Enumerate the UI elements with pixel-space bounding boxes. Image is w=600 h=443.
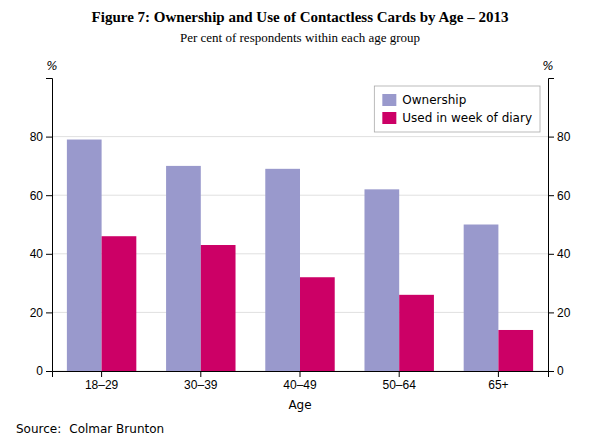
legend-item: Ownership bbox=[382, 93, 466, 107]
x-tick-mark bbox=[498, 371, 499, 377]
y2-tick-mark bbox=[548, 254, 554, 255]
y2-tick-label: 20 bbox=[557, 306, 571, 320]
y2-tick-mark bbox=[548, 137, 554, 138]
x-tick: 30–39 bbox=[184, 371, 218, 392]
grid bbox=[52, 137, 548, 371]
y-tick: 80 bbox=[30, 130, 52, 144]
y-tick: 0 bbox=[36, 364, 52, 378]
x-axis-line bbox=[53, 372, 549, 378]
subtitle: Per cent of respondents within each age … bbox=[180, 30, 420, 45]
y2-tick-label: 40 bbox=[557, 247, 571, 261]
y-tick-label: 40 bbox=[30, 247, 44, 261]
x-tick-label: 65+ bbox=[488, 378, 508, 392]
y2-tick: 40 bbox=[548, 247, 571, 261]
x-tick-label: 50–64 bbox=[383, 378, 417, 392]
bar bbox=[464, 225, 499, 372]
bar bbox=[399, 295, 434, 371]
x-tick-label: 40–49 bbox=[283, 378, 317, 392]
x-tick-mark bbox=[399, 371, 400, 377]
bar-series bbox=[102, 236, 534, 371]
legend-label: Used in week of diary bbox=[402, 111, 532, 125]
y2-axis-label: % bbox=[542, 59, 553, 73]
x-tick: 50–64 bbox=[383, 371, 417, 392]
bars bbox=[67, 140, 533, 371]
y-tick-mark bbox=[46, 254, 52, 255]
legend-swatch bbox=[382, 94, 396, 106]
y-tick-mark bbox=[46, 195, 52, 196]
x-tick-mark bbox=[101, 371, 102, 377]
x-tick: 18–29 bbox=[85, 371, 119, 392]
plot-area: 18–29 30–39 40–49 50–64 65+ 0 20 40 60 80 0 20 40 60 8… bbox=[30, 79, 571, 392]
bar bbox=[102, 236, 137, 371]
y-tick-mark bbox=[46, 137, 52, 138]
y2-axis-line bbox=[549, 79, 555, 372]
grid-line bbox=[52, 136, 548, 137]
y-axis: 0 20 40 60 80 bbox=[30, 79, 53, 379]
bar-series bbox=[67, 140, 499, 371]
y2-tick: 60 bbox=[548, 189, 571, 203]
y-tick-label: 20 bbox=[30, 306, 44, 320]
y2-tick-label: 80 bbox=[557, 130, 571, 144]
bar bbox=[166, 166, 201, 371]
y2-tick: 20 bbox=[548, 306, 571, 320]
x-axis: 18–29 30–39 40–49 50–64 65+ bbox=[53, 371, 549, 392]
x-tick-mark bbox=[200, 371, 201, 377]
y-tick-label: 60 bbox=[30, 189, 44, 203]
x-tick: 65+ bbox=[488, 371, 508, 392]
x-tick-label: 18–29 bbox=[85, 378, 119, 392]
legend: Ownership Used in week of diary bbox=[374, 86, 540, 132]
legend-item: Used in week of diary bbox=[382, 111, 532, 125]
y-axis-label: % bbox=[46, 59, 57, 73]
legend-items: Ownership Used in week of diary bbox=[382, 93, 532, 125]
y-tick-mark bbox=[46, 371, 52, 372]
x-tick: 40–49 bbox=[283, 371, 317, 392]
x-tick-label: 30–39 bbox=[184, 378, 218, 392]
y-tick-label: 0 bbox=[36, 364, 43, 378]
bar bbox=[364, 189, 399, 371]
y-tick: 20 bbox=[30, 306, 52, 320]
legend-label: Ownership bbox=[402, 93, 466, 107]
title: Figure 7: Ownership and Use of Contactle… bbox=[92, 9, 509, 25]
y2-tick-mark bbox=[548, 312, 554, 313]
y2-tick: 0 bbox=[548, 364, 564, 378]
chart: Figure 7: Ownership and Use of Contactle… bbox=[0, 0, 600, 443]
y2-tick-label: 0 bbox=[557, 364, 564, 378]
bar bbox=[300, 277, 335, 371]
bar bbox=[201, 245, 236, 371]
y2-axis: 0 20 40 60 80 bbox=[548, 79, 571, 379]
annotation: Source: bbox=[16, 422, 61, 436]
x-tick-mark bbox=[300, 371, 301, 377]
y-tick-label: 80 bbox=[30, 130, 44, 144]
x-axis-label: Age bbox=[288, 398, 311, 412]
y-tick: 60 bbox=[30, 189, 52, 203]
legend-box bbox=[374, 86, 540, 132]
y-tick: 40 bbox=[30, 247, 52, 261]
y2-tick-mark bbox=[548, 371, 554, 372]
y2-tick-mark bbox=[548, 195, 554, 196]
y2-tick: 80 bbox=[548, 130, 571, 144]
legend-swatch bbox=[382, 112, 396, 124]
bar bbox=[265, 169, 300, 371]
bar bbox=[498, 330, 533, 371]
y-axis-line bbox=[46, 79, 53, 372]
y-tick-mark bbox=[46, 312, 52, 313]
y2-tick-label: 60 bbox=[557, 189, 571, 203]
bar bbox=[67, 140, 102, 371]
annotation: Colmar Brunton bbox=[69, 422, 164, 436]
